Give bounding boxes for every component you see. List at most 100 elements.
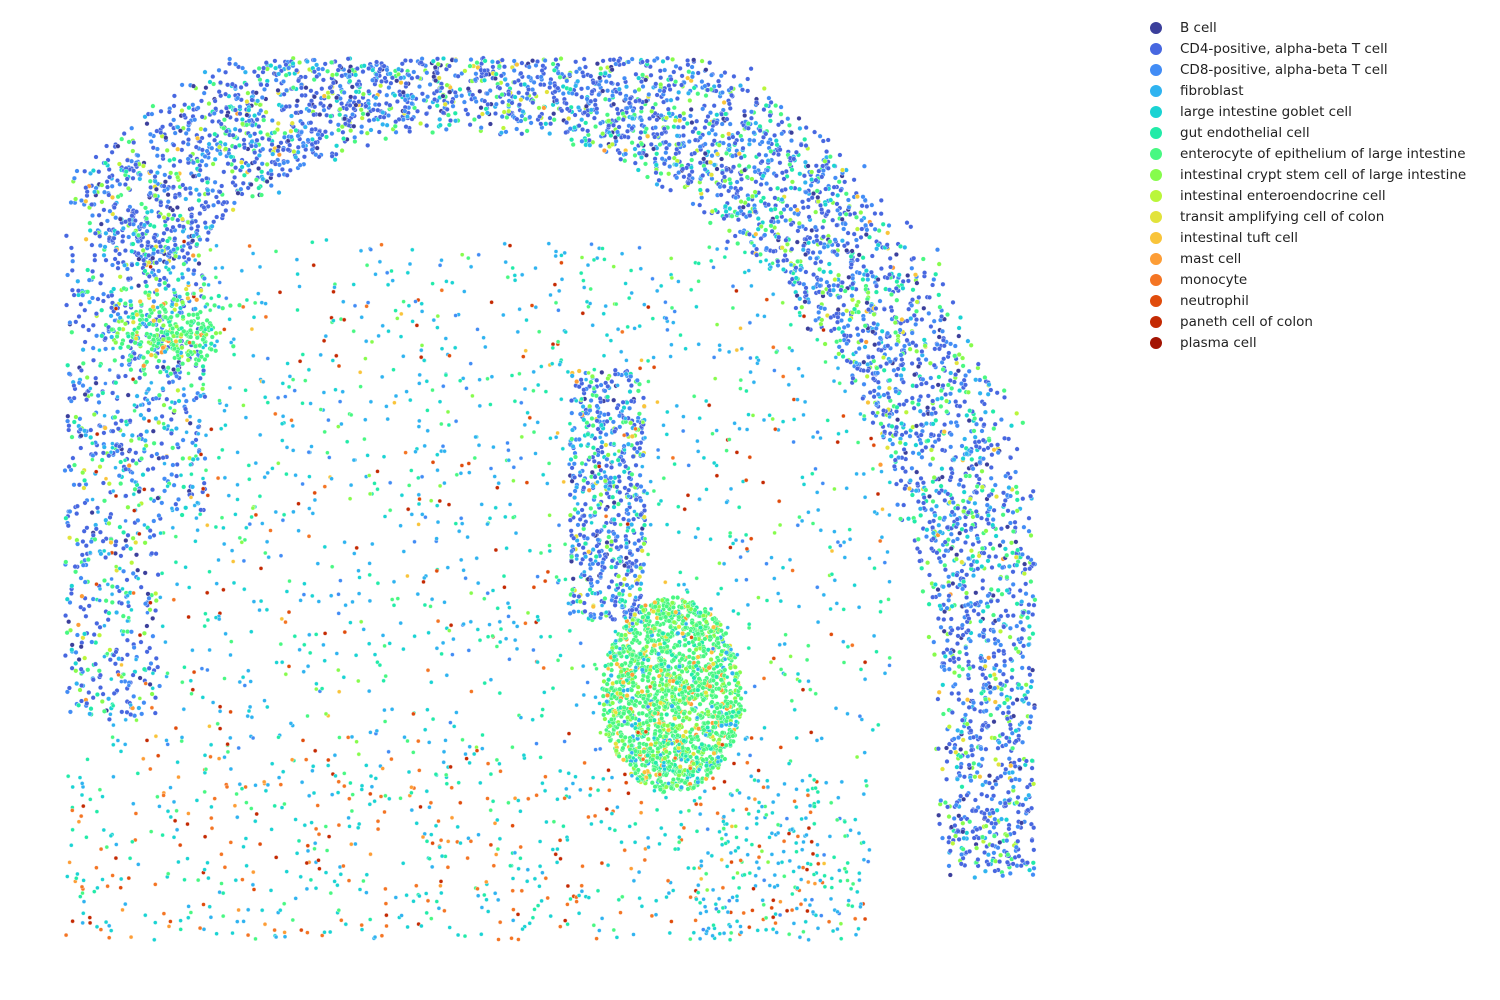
cell-point — [990, 522, 996, 528]
cell-point — [340, 129, 346, 135]
cell-point — [472, 77, 478, 83]
cell-point — [907, 478, 913, 484]
cell-point — [617, 150, 622, 156]
cell-point — [954, 360, 960, 366]
cell-point — [986, 521, 992, 526]
cell-point — [551, 111, 557, 117]
cell-point — [979, 791, 985, 797]
cell-point — [738, 83, 743, 89]
cell-point — [1025, 555, 1031, 560]
cell-point — [1009, 675, 1015, 680]
cell-point — [958, 754, 964, 760]
cell-point — [153, 608, 159, 613]
cell-point — [210, 161, 216, 167]
cell-point — [73, 414, 79, 420]
cell-point — [691, 85, 697, 91]
cell-point — [724, 116, 730, 122]
cell-point — [580, 127, 586, 132]
cell-point — [898, 373, 904, 378]
cell-point — [72, 564, 78, 570]
cell-point — [917, 506, 923, 512]
cell-point — [985, 604, 991, 610]
cell-point — [820, 224, 826, 230]
cell-point — [115, 143, 121, 149]
cell-point — [220, 212, 226, 218]
cell-point — [139, 243, 145, 249]
cell-point — [967, 848, 973, 854]
cell-point — [453, 58, 459, 63]
cell-point — [223, 146, 229, 152]
cell-point — [940, 682, 946, 688]
cell-point — [644, 58, 650, 64]
cell-point — [649, 108, 655, 114]
cell-point — [82, 428, 88, 434]
cell-point — [913, 442, 919, 448]
cell-point — [674, 133, 680, 139]
cell-point — [63, 559, 69, 565]
cell-point — [188, 190, 194, 196]
cell-point — [943, 548, 949, 554]
cell-point — [811, 191, 816, 197]
cell-point — [459, 93, 465, 99]
cell-point — [726, 228, 732, 234]
cell-point — [378, 83, 384, 89]
cell-point — [92, 257, 98, 263]
cell-point — [430, 58, 436, 64]
cell-point — [719, 121, 725, 127]
cell-point — [671, 124, 677, 130]
cell-point — [942, 497, 948, 503]
cell-point — [134, 261, 140, 267]
cell-point — [258, 108, 264, 114]
cell-point — [966, 556, 971, 561]
cell-point — [187, 185, 193, 191]
cell-point — [673, 162, 679, 168]
cell-point — [869, 202, 875, 208]
cell-point — [932, 512, 938, 518]
cell-point — [773, 138, 779, 144]
cell-point — [352, 95, 358, 100]
cell-point — [198, 507, 204, 513]
cell-point — [144, 623, 150, 629]
cell-point — [836, 179, 842, 185]
cell-point — [359, 129, 364, 135]
cell-point — [78, 644, 84, 650]
cell-point — [948, 341, 954, 347]
cell-point — [818, 240, 823, 246]
cell-point — [94, 692, 100, 697]
cell-point — [347, 102, 353, 108]
cell-point — [104, 143, 110, 149]
cell-point — [90, 268, 96, 274]
cell-point — [995, 587, 1001, 593]
cell-point — [999, 565, 1005, 571]
cell-point — [851, 177, 857, 183]
cell-point — [930, 398, 936, 404]
cell-point — [125, 532, 131, 538]
cell-point — [290, 85, 296, 91]
cell-point — [965, 509, 971, 515]
cell-point — [120, 225, 126, 231]
cell-point — [168, 170, 174, 176]
cell-point — [714, 166, 720, 172]
cell-point — [677, 118, 683, 124]
cell-point — [602, 96, 608, 102]
cell-point — [311, 94, 317, 100]
cell-point — [589, 88, 595, 94]
cell-point — [891, 463, 897, 469]
cell-point — [330, 80, 336, 86]
cell-point — [970, 553, 976, 559]
cell-point — [940, 383, 946, 388]
cell-point — [789, 167, 795, 173]
cell-point — [230, 132, 236, 138]
cell-point — [875, 391, 881, 397]
cell-point — [264, 161, 270, 167]
cell-point — [645, 133, 651, 139]
cell-point — [920, 376, 926, 382]
cell-point — [999, 591, 1005, 597]
cell-point — [252, 131, 258, 137]
cell-point — [966, 418, 972, 424]
cell-point — [600, 88, 606, 94]
cell-point — [293, 127, 299, 133]
cell-point — [957, 388, 963, 394]
cell-point — [177, 158, 183, 164]
cell-point — [82, 339, 88, 345]
